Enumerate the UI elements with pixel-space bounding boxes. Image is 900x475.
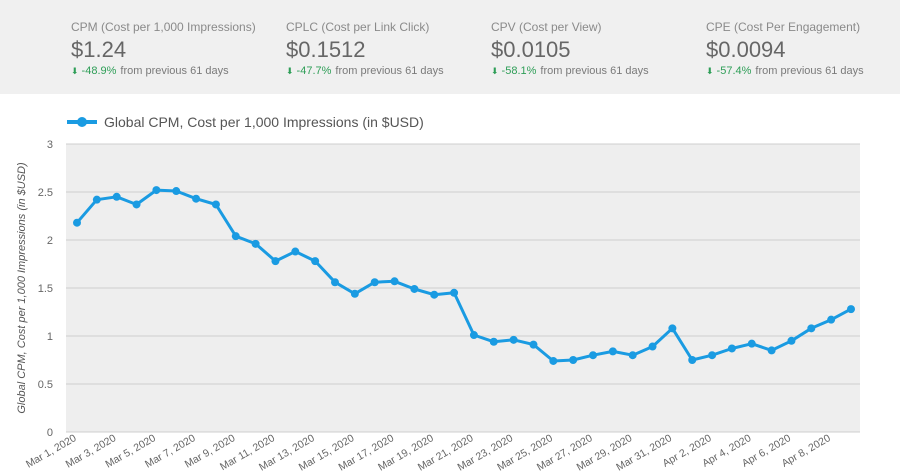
data-point[interactable] xyxy=(291,247,300,256)
kpi-change-suffix: from previous 61 days xyxy=(335,65,444,77)
kpi-change-suffix: from previous 61 days xyxy=(755,65,864,77)
kpi-change-pct: -47.7% xyxy=(296,65,332,77)
kpi-change: ⬇ -57.4% from previous 61 days xyxy=(706,65,864,77)
legend-marker-icon xyxy=(77,117,87,127)
gridlines xyxy=(66,143,860,433)
series-line-global-cpm xyxy=(75,188,852,363)
kpi-label: CPLC (Cost per Link Click) xyxy=(286,20,430,34)
y-axis-title: Global CPM, Cost per 1,000 Impressions (… xyxy=(16,162,28,414)
data-point[interactable] xyxy=(271,257,280,266)
y-tick-label: 1 xyxy=(47,331,53,343)
data-point[interactable] xyxy=(569,356,578,364)
data-point[interactable] xyxy=(847,305,855,314)
cpm-line-chart: Global CPM, Cost per 1,000 Impressions (… xyxy=(16,114,860,474)
data-point[interactable] xyxy=(787,336,796,345)
y-tick-label: 2.5 xyxy=(38,187,53,199)
kpi-change: ⬇ -58.1% from previous 61 days xyxy=(491,65,649,77)
data-point[interactable] xyxy=(132,200,141,209)
kpi-change: ⬇ -48.9% from previous 61 days xyxy=(71,65,229,77)
kpi-label: CPM (Cost per 1,000 Impressions) xyxy=(71,20,256,34)
kpi-change-pct: -58.1% xyxy=(501,65,537,77)
data-point[interactable] xyxy=(529,340,538,349)
down-arrow-icon: ⬇ xyxy=(71,66,79,76)
kpi-value: $0.1512 xyxy=(286,37,366,62)
down-arrow-icon: ⬇ xyxy=(706,66,714,76)
down-arrow-icon: ⬇ xyxy=(491,66,499,76)
kpi-label: CPV (Cost per View) xyxy=(491,20,602,34)
data-point[interactable] xyxy=(73,218,81,227)
data-point[interactable] xyxy=(708,351,717,360)
kpi-band: CPM (Cost per 1,000 Impressions) $1.24 ⬇… xyxy=(0,0,900,94)
data-point[interactable] xyxy=(450,288,459,297)
data-point[interactable] xyxy=(192,194,201,203)
y-tick-label: 3 xyxy=(47,139,53,151)
down-arrow-icon: ⬇ xyxy=(286,66,294,76)
kpi-label: CPE (Cost Per Engagement) xyxy=(706,20,861,34)
kpi-change-pct: -57.4% xyxy=(716,65,752,77)
legend[interactable]: Global CPM, Cost per 1,000 Impressions (… xyxy=(67,114,424,130)
kpi-change-suffix: from previous 61 days xyxy=(120,65,229,77)
data-point[interactable] xyxy=(331,278,339,287)
data-point[interactable] xyxy=(688,356,697,364)
y-tick-label: 2 xyxy=(47,235,53,247)
y-tick-label: 0.5 xyxy=(38,379,53,391)
data-point[interactable] xyxy=(311,257,320,266)
data-point[interactable] xyxy=(747,339,756,348)
kpi-value: $1.24 xyxy=(71,37,127,62)
data-point[interactable] xyxy=(827,315,836,324)
data-point[interactable] xyxy=(509,335,518,344)
y-tick-label: 1.5 xyxy=(38,283,53,295)
legend-label: Global CPM, Cost per 1,000 Impressions (… xyxy=(104,114,424,130)
data-point[interactable] xyxy=(727,344,736,353)
data-point[interactable] xyxy=(251,239,260,248)
y-axis-ticks: 0 0.5 1 1.5 2 2.5 3 xyxy=(38,139,53,439)
data-point[interactable] xyxy=(350,289,359,298)
data-point[interactable] xyxy=(589,351,597,360)
data-point[interactable] xyxy=(668,324,677,333)
data-point[interactable] xyxy=(489,337,498,346)
data-point[interactable] xyxy=(549,356,558,365)
series-points xyxy=(73,186,855,365)
data-point[interactable] xyxy=(211,200,220,209)
data-point[interactable] xyxy=(469,331,478,340)
data-point[interactable] xyxy=(92,195,101,204)
kpi-change-pct: -48.9% xyxy=(81,65,117,77)
data-point[interactable] xyxy=(172,187,181,196)
data-point[interactable] xyxy=(370,278,379,287)
data-point[interactable] xyxy=(152,186,161,195)
data-point[interactable] xyxy=(430,290,439,299)
data-point[interactable] xyxy=(231,232,240,241)
y-tick-label: 0 xyxy=(47,427,53,439)
data-point[interactable] xyxy=(807,324,816,333)
data-point[interactable] xyxy=(410,284,419,293)
data-point[interactable] xyxy=(390,277,399,286)
kpi-change: ⬇ -47.7% from previous 61 days xyxy=(286,65,444,77)
kpi-value: $0.0105 xyxy=(491,37,571,62)
data-point[interactable] xyxy=(767,346,776,355)
data-point[interactable] xyxy=(608,347,617,356)
kpi-change-suffix: from previous 61 days xyxy=(540,65,649,77)
data-point[interactable] xyxy=(112,192,121,201)
data-point[interactable] xyxy=(628,351,637,360)
data-point[interactable] xyxy=(648,342,657,351)
kpi-value: $0.0094 xyxy=(706,37,786,62)
